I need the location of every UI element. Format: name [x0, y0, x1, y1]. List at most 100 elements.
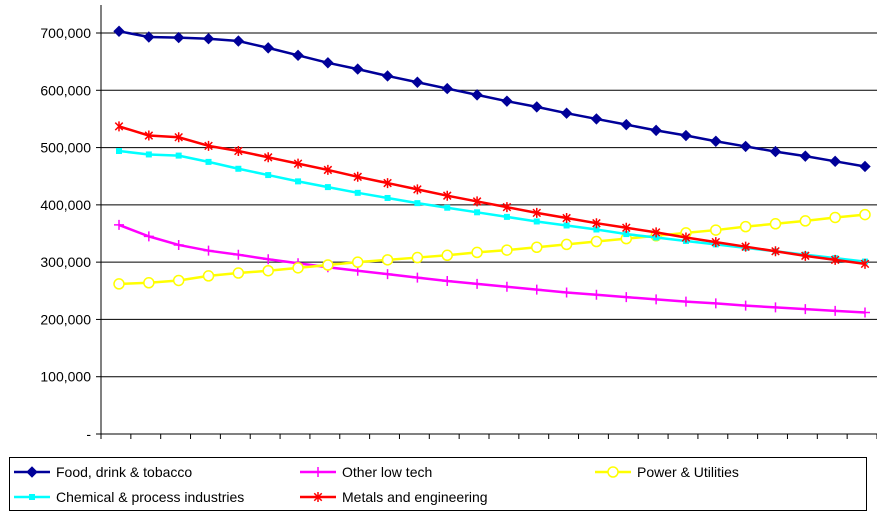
data-point: [204, 140, 213, 151]
data-point: [322, 259, 334, 271]
data-point: [471, 89, 483, 101]
data-point: [769, 145, 782, 158]
data-point: [381, 254, 394, 266]
legend-item: Power & Utilities: [595, 464, 739, 480]
data-point: [444, 204, 451, 211]
data-point: [680, 296, 691, 307]
data-point: [592, 218, 601, 229]
data-point: [143, 277, 155, 289]
data-point: [739, 220, 752, 233]
data-point: [590, 113, 603, 125]
data-point: [769, 218, 782, 230]
data-point: [323, 164, 333, 175]
data-point: [413, 184, 422, 195]
data-point: [860, 258, 870, 269]
data-point: [172, 274, 185, 287]
data-point: [680, 129, 692, 142]
data-point: [172, 31, 185, 44]
data-point: [383, 178, 392, 189]
data-point: [354, 189, 361, 196]
data-point: [651, 294, 662, 305]
data-point: [531, 101, 543, 113]
y-tick-label: 500,000: [40, 140, 91, 156]
legend-marker: [313, 467, 323, 477]
data-point: [590, 235, 603, 248]
series-group: [113, 25, 871, 318]
axes: [100, 5, 877, 439]
data-point: [531, 284, 542, 295]
data-point: [501, 281, 512, 292]
data-point: [202, 33, 215, 45]
data-point: [472, 278, 483, 289]
legend-box: [9, 457, 867, 511]
data-point: [533, 218, 540, 225]
data-point: [711, 237, 721, 248]
legend-label: Other low tech: [342, 464, 432, 480]
data-point: [262, 264, 274, 277]
gridlines: [101, 32, 877, 378]
data-point: [441, 249, 453, 262]
data-point: [474, 209, 481, 216]
data-point: [830, 254, 840, 265]
data-point: [560, 238, 573, 251]
y-tick-label: 200,000: [40, 311, 91, 327]
data-point: [263, 254, 274, 265]
legend-label: Power & Utilities: [637, 464, 739, 480]
data-point: [740, 300, 751, 311]
data-point: [173, 239, 184, 250]
data-point: [114, 219, 124, 230]
data-point: [143, 231, 154, 242]
data-point: [770, 302, 781, 313]
data-point: [739, 140, 752, 153]
data-point: [860, 307, 870, 318]
data-point: [623, 231, 630, 238]
legend: Food, drink & tobacco Other low tech Power…: [9, 457, 867, 511]
data-point: [232, 35, 245, 47]
data-point: [829, 211, 841, 224]
data-point: [593, 226, 600, 233]
data-point: [414, 200, 421, 207]
data-point: [113, 25, 125, 37]
data-point: [203, 245, 214, 256]
data-point: [293, 158, 303, 169]
data-point: [263, 152, 273, 163]
y-tick-label: 600,000: [40, 82, 91, 98]
data-point: [174, 132, 183, 143]
y-tick-label: 700,000: [40, 25, 91, 41]
data-point: [650, 124, 662, 137]
data-point: [859, 160, 871, 173]
data-point: [799, 150, 812, 162]
data-point: [411, 76, 424, 88]
data-point: [384, 194, 391, 201]
data-point: [801, 250, 810, 261]
data-point: [442, 190, 452, 201]
series-line: [118, 125, 866, 266]
data-point: [116, 148, 122, 155]
data-point: [114, 121, 124, 132]
legend-item: Metals and engineering: [300, 489, 488, 505]
data-point: [503, 213, 510, 220]
data-point: [621, 222, 631, 233]
data-point: [145, 151, 152, 158]
data-point: [205, 158, 212, 165]
data-point: [143, 31, 155, 43]
legend-label: Metals and engineering: [342, 489, 488, 505]
data-point: [532, 207, 542, 218]
data-point: [799, 215, 812, 227]
legend-marker: [29, 494, 35, 500]
data-point: [829, 155, 841, 168]
data-point: [411, 251, 424, 264]
data-point: [501, 95, 513, 107]
data-point: [800, 304, 811, 315]
legend-item: Other low tech: [300, 464, 432, 480]
data-point: [295, 178, 302, 185]
legend-marker: [26, 466, 38, 478]
data-point: [262, 42, 274, 54]
data-point: [653, 234, 660, 241]
data-point: [771, 246, 780, 257]
data-point: [651, 227, 661, 238]
data-point: [175, 152, 182, 159]
data-point: [202, 270, 215, 282]
data-point: [233, 249, 244, 260]
data-point: [561, 287, 572, 298]
